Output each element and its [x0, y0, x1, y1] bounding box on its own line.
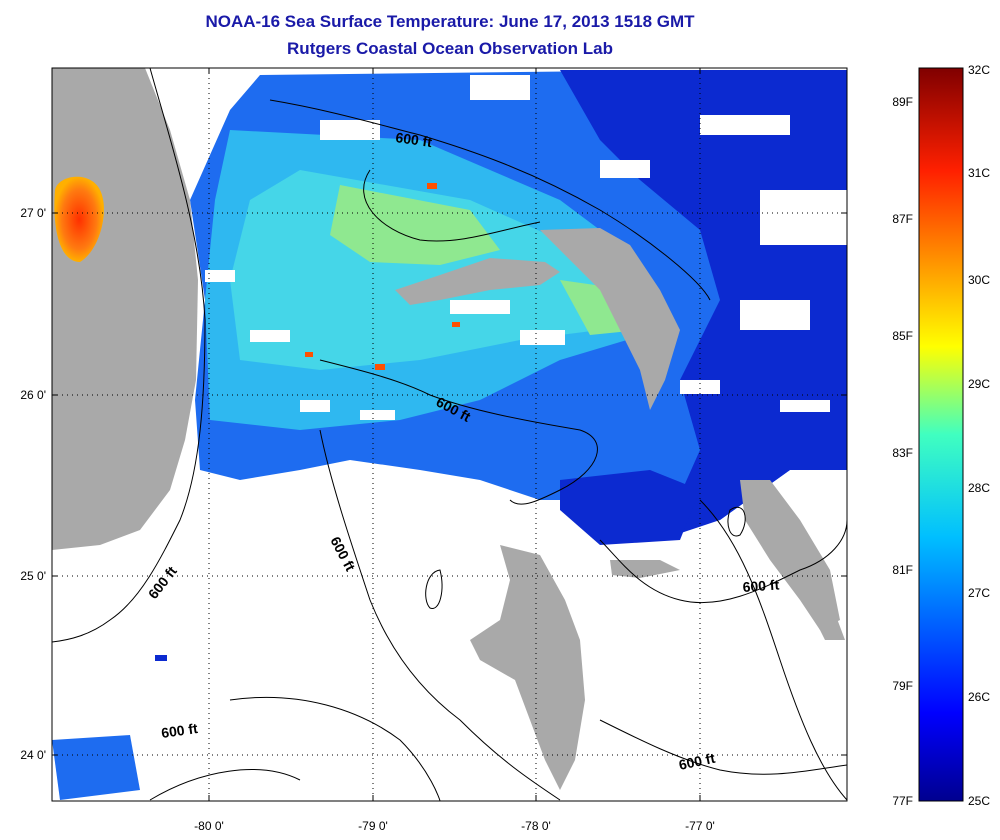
- lat-tick-label: 24 0': [20, 748, 46, 762]
- grand-bahama: [395, 258, 560, 305]
- map-area: 600 ft 600 ft 600 ft 600 ft 600 ft 600 f…: [52, 68, 847, 801]
- colorbar: [918, 67, 964, 802]
- lake-okeechobee: [54, 176, 104, 262]
- lon-tick-label: -79 0': [358, 819, 388, 833]
- colorbar-celsius-label: 29C: [968, 377, 990, 391]
- lon-tick-label: -78 0': [521, 819, 551, 833]
- colorbar-fahrenheit-label: 77F: [892, 794, 913, 808]
- andros-island: [470, 545, 585, 790]
- contour-label: 600 ft: [160, 720, 199, 741]
- colorbar-celsius-label: 25C: [968, 794, 990, 808]
- contour-label: 600 ft: [395, 129, 434, 150]
- contour-label: 600 ft: [677, 750, 716, 773]
- colorbar-celsius-label: 27C: [968, 586, 990, 600]
- colorbar-celsius-label: 26C: [968, 690, 990, 704]
- axis-ticks: [52, 68, 847, 801]
- chart-title: NOAA-16 Sea Surface Temperature: June 17…: [205, 12, 695, 31]
- colorbar-fahrenheit-label: 89F: [892, 95, 913, 109]
- land: [52, 68, 845, 790]
- lon-tick-label: -77 0': [685, 819, 715, 833]
- chart-subtitle: Rutgers Coastal Ocean Observation Lab: [287, 39, 613, 58]
- contour-label: 600 ft: [742, 576, 780, 595]
- abaco-island: [540, 228, 680, 410]
- lat-tick-label: 25 0': [20, 569, 46, 583]
- eleuthera-island: [740, 480, 840, 630]
- lat-tick-label: 27 0': [20, 206, 46, 220]
- colorbar-fahrenheit-label: 79F: [892, 679, 913, 693]
- colorbar-celsius-label: 30C: [968, 273, 990, 287]
- lat-tick-label: 26 0': [20, 388, 46, 402]
- colorbar-celsius-label: 32C: [968, 63, 990, 77]
- graticule: [52, 68, 847, 801]
- colorbar-celsius-label: 31C: [968, 166, 990, 180]
- colorbar-fahrenheit-label: 87F: [892, 212, 913, 226]
- depth-contours: [52, 68, 847, 801]
- colorbar-fahrenheit-label: 81F: [892, 563, 913, 577]
- colorbar-fahrenheit-label: 83F: [892, 446, 913, 460]
- colorbar-celsius-label: 28C: [968, 481, 990, 495]
- map-frame: [51, 67, 848, 802]
- colorbar-fahrenheit-label: 85F: [892, 329, 913, 343]
- lon-tick-label: -80 0': [194, 819, 224, 833]
